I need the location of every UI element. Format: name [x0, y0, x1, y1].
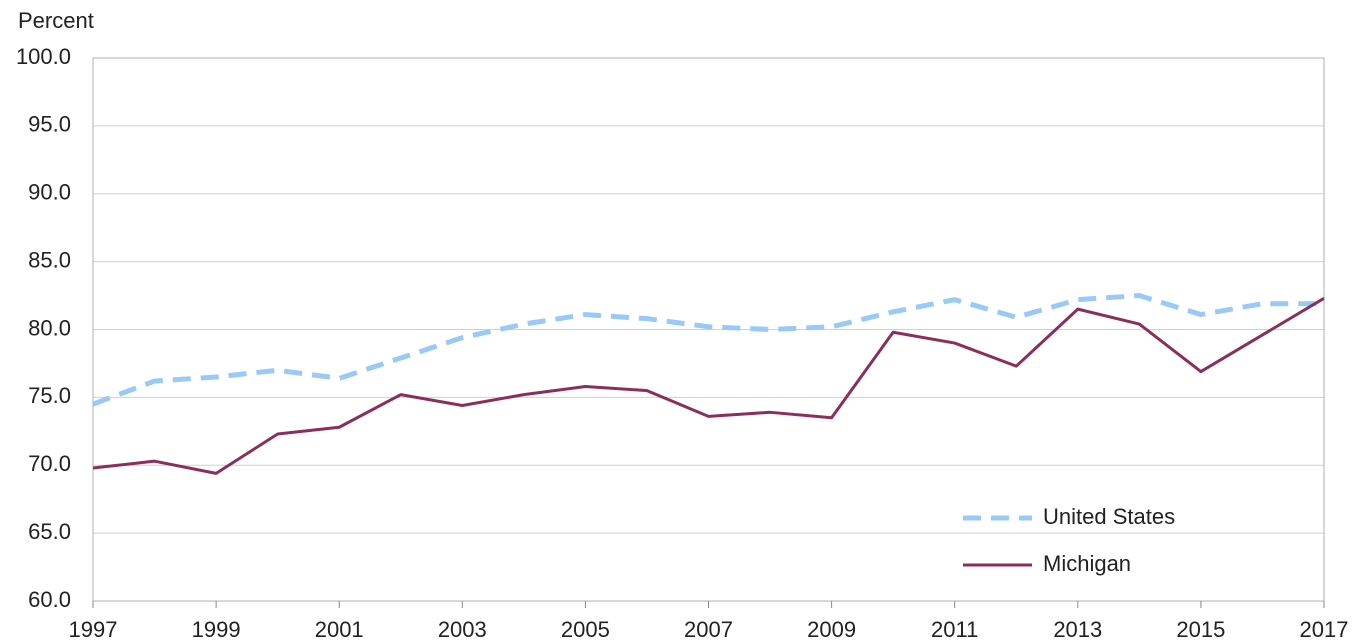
series-line [92, 293, 1324, 407]
y-tick-label: 90.0 [28, 180, 71, 205]
x-tick-label: 2015 [1176, 617, 1225, 642]
y-tick-label: 100.0 [16, 44, 71, 69]
x-tick-label: 2003 [438, 617, 487, 642]
y-tick-label: 60.0 [28, 587, 71, 612]
y-tick-label: 75.0 [28, 383, 71, 408]
y-tick-label: 70.0 [28, 451, 71, 476]
legend-label: United States [1043, 504, 1175, 529]
y-tick-label: 80.0 [28, 315, 71, 340]
series-line [92, 296, 1325, 475]
legend-label: Michigan [1043, 551, 1131, 576]
x-tick-label: 2001 [315, 617, 364, 642]
x-tick-label: 1999 [192, 617, 241, 642]
x-tick-label: 2009 [807, 617, 856, 642]
x-tick-label: 2005 [561, 617, 610, 642]
y-axis-title: Percent [18, 8, 94, 33]
x-tick-label: 2017 [1300, 617, 1349, 642]
y-tick-label: 85.0 [28, 247, 71, 272]
y-tick-label: 95.0 [28, 112, 71, 137]
x-tick-label: 1997 [69, 617, 118, 642]
x-tick-label: 2011 [931, 617, 978, 642]
x-tick-label: 2013 [1053, 617, 1102, 642]
x-tick-label: 2007 [684, 617, 733, 642]
y-tick-label: 65.0 [28, 519, 71, 544]
